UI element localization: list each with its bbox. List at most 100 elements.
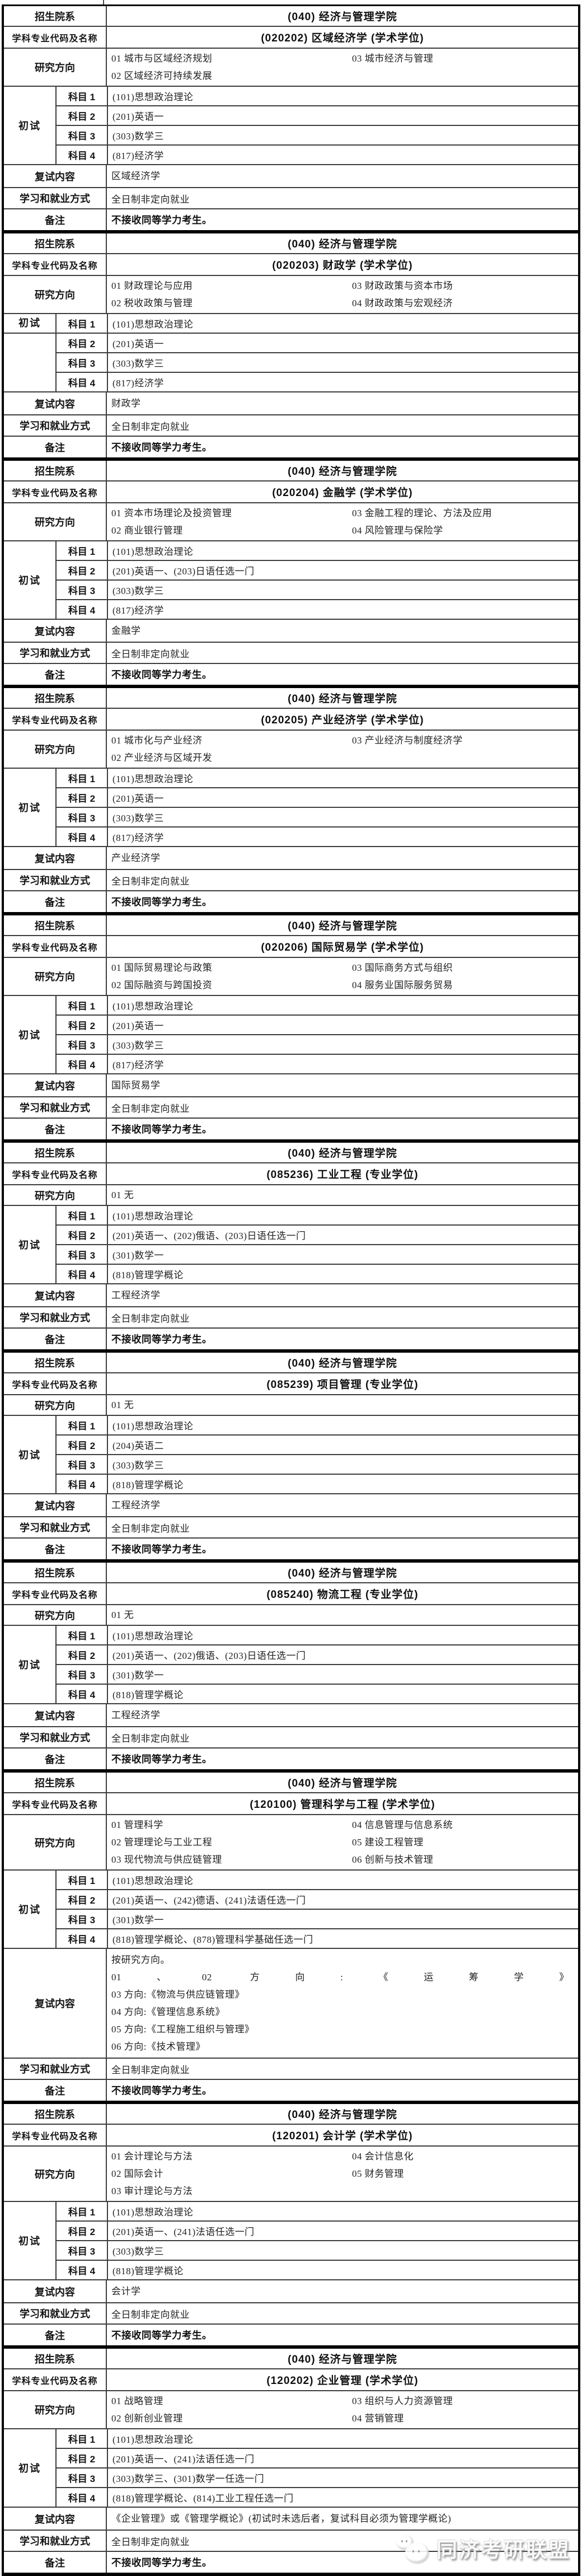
row-label-department: 招生院系	[4, 688, 107, 708]
remarks-value: 不接收同等学力考生。	[111, 442, 212, 453]
remarks-value: 不接收同等学力考生。	[111, 1544, 212, 1555]
initial-exam-label-cell: 初试	[4, 2202, 57, 2279]
row-label-retest: 复试内容	[4, 392, 107, 414]
subject-row-label: 科目 2	[57, 334, 108, 352]
retest-content: 按研究方向。 01、02 方向:《运筹学》 03 方向:《物流与供应链管理》 04 方…	[107, 1949, 578, 2058]
initial-exam-row: 初试 科目 1 (101)思想政治理论 科目 2 (201)英语一、(241)法…	[4, 2428, 578, 2507]
direction-item: 03 城市经济与管理	[352, 53, 434, 64]
row-label-major: 学科专业代码及名称	[4, 27, 107, 48]
directions-left: 01 资本市场理论及投资管理 02 商业银行管理	[111, 504, 352, 539]
row-label-initial-exam: 初试	[18, 1030, 41, 1041]
row-label-major: 学科专业代码及名称	[4, 1583, 107, 1604]
subject-value: (818)管理学概论、(814)工业工程任选一门	[112, 2493, 294, 2504]
directions-left: 01 国际贸易理论与政策 02 国际融资与跨国投资	[111, 959, 352, 994]
direction-item: 02 商业银行管理	[111, 525, 183, 536]
retest-content: 工程经济学	[107, 1704, 578, 1726]
subject-row: 科目 1 (101)思想政治理论	[57, 314, 578, 333]
subject-row-label: 科目 4	[57, 373, 108, 391]
subject-value: (301)数学一	[112, 1670, 164, 1681]
subject-row-label: 科目 1	[57, 2429, 108, 2448]
initial-exam-label-cell: 初试	[4, 996, 57, 1073]
subject-row-label: 科目 1	[57, 87, 108, 105]
remarks-row: 备注 不接收同等学力考生。	[4, 2079, 578, 2101]
row-label-major: 学科专业代码及名称	[4, 1373, 107, 1394]
direction-item: 02 创新创业管理	[111, 2413, 183, 2424]
study-mode-value: 全日制非定向就业	[111, 1313, 190, 1324]
department-row: 招生院系 (040) 经济与管理学院	[4, 1353, 578, 1372]
directions-row: 研究方向 01 城市与区域经济规划 02 区域经济可持续发展 03 城市经济与管理	[4, 48, 578, 86]
direction-item: 04 财政政策与宏观经济	[352, 298, 453, 308]
department-value: (040) 经济与管理学院	[288, 1148, 397, 1160]
exam-subject-rows: 科目 1 (101)思想政治理论 科目 2 (201)英语一 科目 3 (303…	[57, 996, 578, 1073]
program-block: 招生院系 (040) 经济与管理学院 学科专业代码及名称 (020202) 区域…	[4, 6, 578, 233]
initial-exam-label-cell: 初试	[4, 1626, 57, 1703]
directions-content: 01 财政理论与应用 02 税收政策与管理 03 财政政策与资本市场 04 财政政策…	[107, 276, 578, 313]
subject-row: 科目 2 (201)英语一、(203)日语任选一门	[57, 560, 578, 579]
subject-value: (817)经济学	[112, 1060, 164, 1070]
subject-value: (817)经济学	[112, 151, 164, 161]
subject-value: (303)数学三	[112, 1460, 164, 1471]
subject-row: 科目 2 (201)英语一	[57, 787, 578, 807]
directions-right: 03 金融工程的理论、方法及应用 04 风险管理与保险学	[352, 504, 574, 539]
major-row: 学科专业代码及名称 (085239) 项目管理 (专业学位)	[4, 1372, 578, 1394]
direction-item: 04 风险管理与保险学	[352, 525, 443, 536]
row-label-study-mode: 学习和就业方式	[4, 2059, 107, 2079]
row-label-initial-exam: 初试	[18, 1659, 41, 1671]
subject-row: 科目 2 (204)英语二	[57, 1434, 578, 1454]
row-label-remarks: 备注	[4, 2325, 107, 2345]
retest-content: 《企业管理》或《管理学概论》(初试时未选后者，复试科目必须为管理学概论)	[107, 2508, 578, 2530]
row-label-retest: 复试内容	[4, 847, 107, 869]
subject-value: (101)思想政治理论	[112, 774, 194, 784]
remarks-row: 备注 不接收同等学力考生。	[4, 663, 578, 685]
row-label-major: 学科专业代码及名称	[4, 936, 107, 957]
remarks-row: 备注 不接收同等学力考生。	[4, 2323, 578, 2345]
retest-row: 复试内容 《企业管理》或《管理学概论》(初试时未选后者，复试科目必须为管理学概论…	[4, 2507, 578, 2530]
row-label-remarks: 备注	[4, 1329, 107, 1349]
program-block: 招生院系 (040) 经济与管理学院 学科专业代码及名称 (085236) 工业…	[4, 1143, 578, 1353]
major-value: (020203) 财政学 (学术学位)	[272, 260, 413, 272]
direction-item: 02 国际会计	[111, 2168, 163, 2179]
subject-row-label: 科目 1	[57, 996, 108, 1014]
row-label-initial-exam: 初试	[18, 2463, 41, 2474]
subject-row: 科目 4 (818)管理学概论	[57, 1264, 578, 1283]
row-label-study-mode: 学习和就业方式	[4, 188, 107, 208]
exam-subject-rows: 科目 1 (101)思想政治理论 科目 2 (201)英语一、(202)俄语、(…	[57, 1626, 578, 1703]
subject-row-label: 科目 3	[57, 808, 108, 826]
directions-left: 01 城市与区域经济规划 02 区域经济可持续发展	[111, 50, 352, 85]
subject-value: (201)英语一、(202)俄语、(203)日语任选一门	[112, 1231, 306, 1241]
subject-row-label: 科目 3	[57, 2469, 108, 2487]
row-label-remarks: 备注	[4, 664, 107, 685]
subject-row: 科目 4 (817)经济学	[57, 599, 578, 619]
directions-row: 研究方向 01 战略管理 02 创新创业管理 03 组织与人力资源管理 04 营销管…	[4, 2390, 578, 2428]
department-row: 招生院系 (040) 经济与管理学院	[4, 1143, 578, 1162]
row-label-initial-exam: 初试	[4, 314, 55, 334]
directions-row: 研究方向 01 会计理论与方法 02 国际会计 03 审计理论与方法 04 会计信息…	[4, 2145, 578, 2201]
row-label-directions: 研究方向	[4, 958, 107, 995]
retest-line: 工程经济学	[111, 1290, 161, 1301]
directions-right: 03 组织与人力资源管理 04 营销管理	[352, 2392, 574, 2427]
exam-subject-rows: 科目 1 (101)思想政治理论 科目 2 (201)英语一、(242)德语、(…	[57, 1871, 578, 1948]
directions-left: 01 战略管理 02 创新创业管理	[111, 2392, 352, 2427]
direction-item: 02 产业经济与区域开发	[111, 752, 213, 763]
initial-exam-row: 初试 科目 1 (101)思想政治理论 科目 2 (201)英语一、(242)德…	[4, 1869, 578, 1948]
program-block: 招生院系 (040) 经济与管理学院 学科专业代码及名称 (085239) 项目…	[4, 1353, 578, 1563]
exam-subject-rows: 科目 1 (101)思想政治理论 科目 2 (201)英语一、(202)俄语、(…	[57, 1206, 578, 1283]
retest-row: 复试内容 区域经济学	[4, 164, 578, 187]
program-block: 招生院系 (040) 经济与管理学院 学科专业代码及名称 (020206) 国际…	[4, 915, 578, 1143]
row-label-major: 学科专业代码及名称	[4, 2125, 107, 2145]
subject-row: 科目 1 (101)思想政治理论	[57, 1206, 578, 1224]
subject-value: (818)管理学概论	[112, 1690, 184, 1700]
subject-row-label: 科目 2	[57, 106, 108, 125]
major-row: 学科专业代码及名称 (020205) 产业经济学 (学术学位)	[4, 708, 578, 730]
subject-row: 科目 4 (817)经济学	[57, 144, 578, 164]
row-label-initial-exam: 初试	[18, 575, 41, 586]
direction-item: 01 财政理论与应用	[111, 280, 193, 291]
row-label-study-mode: 学习和就业方式	[4, 1097, 107, 1118]
major-value: (120100) 管理科学与工程 (学术学位)	[250, 1799, 435, 1811]
retest-line: 03 方向:《物流与供应链管理》	[111, 1989, 245, 2000]
subject-value: (101)思想政治理论	[112, 1211, 194, 1222]
directions-row: 研究方向 01 无	[4, 1184, 578, 1205]
directions-content: 01 无	[107, 1605, 578, 1625]
row-label-remarks: 备注	[4, 2552, 107, 2573]
